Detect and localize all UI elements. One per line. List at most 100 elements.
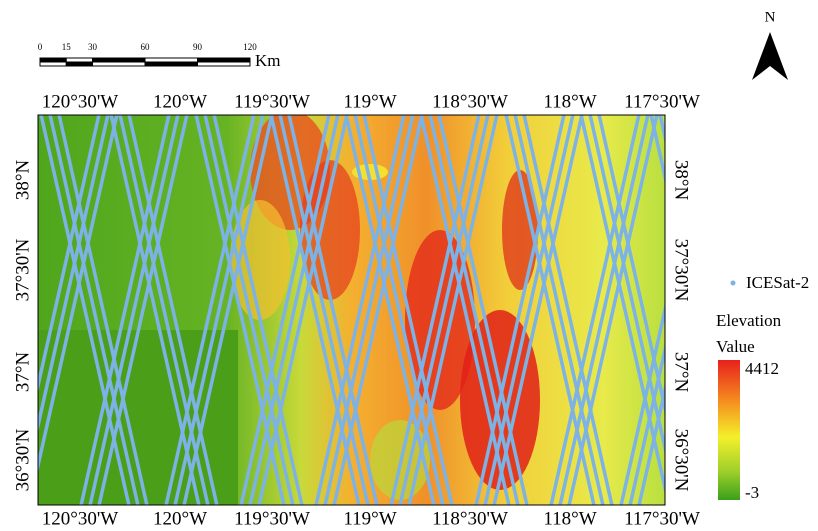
lon-label-top: 120°W: [153, 91, 207, 112]
track: [362, 115, 454, 505]
track: [558, 115, 650, 505]
lat-label-left: 36°30'N: [12, 428, 33, 491]
lat-label-right: 38°N: [671, 160, 692, 201]
scale-tick-label: 15: [62, 42, 72, 52]
track: [323, 115, 415, 505]
track: [38, 115, 101, 394]
track: [398, 115, 490, 505]
color-bar: [718, 360, 740, 500]
scale-segment: [197, 57, 251, 63]
lat-label-right: 36°30'N: [671, 429, 692, 492]
lat-label-left: 37°30'N: [12, 238, 33, 301]
legend-min: -3: [745, 483, 759, 502]
track: [127, 115, 219, 505]
track: [628, 342, 665, 505]
lon-label-top: 119°30'W: [234, 91, 310, 112]
north-arrow: [752, 32, 788, 80]
lon-label-top: 120°30'W: [42, 91, 119, 112]
lon-label-bottom: 117°30'W: [624, 508, 700, 529]
track: [407, 115, 499, 505]
track: [182, 115, 274, 505]
track: [239, 115, 331, 505]
scale-segment: [144, 57, 198, 63]
lon-label-top: 118°W: [543, 91, 596, 112]
track: [269, 115, 361, 505]
lon-label-bottom: 118°W: [543, 508, 596, 529]
north-label: N: [765, 9, 776, 25]
track: [212, 115, 304, 505]
scale-tick-label: 30: [88, 42, 98, 52]
legend-title: Elevation Value: [716, 311, 782, 356]
track: [314, 115, 406, 505]
lon-label-top: 119°W: [343, 91, 396, 112]
track: [428, 115, 520, 505]
lon-label-bottom: 118°30'W: [432, 508, 508, 529]
track: [248, 115, 340, 505]
legend-track-symbol: [730, 280, 736, 286]
track: [109, 115, 201, 505]
track: [504, 115, 596, 505]
track: [588, 115, 665, 456]
track: [257, 115, 349, 505]
track: [474, 115, 566, 505]
scale-segment: [39, 57, 67, 63]
scale-tick-label: 90: [193, 42, 203, 52]
track: [353, 115, 445, 505]
track: [278, 115, 370, 505]
track: [38, 115, 119, 474]
lon-label-bottom: 120°W: [153, 508, 207, 529]
track: [597, 115, 665, 416]
scale-segment: [92, 61, 146, 67]
track: [332, 115, 424, 505]
track: [389, 115, 481, 505]
legend-track-label: ICESat-2: [746, 273, 809, 292]
lon-label-bottom: 119°W: [343, 508, 396, 529]
lat-label-right: 37°30'N: [671, 239, 692, 302]
track: [164, 115, 256, 505]
track: [619, 302, 665, 505]
track: [637, 382, 665, 505]
scale-tick-label: 120: [243, 42, 257, 52]
track: [522, 115, 614, 505]
track: [79, 115, 171, 505]
track: [173, 115, 265, 505]
track: [118, 115, 210, 505]
lon-label-top: 117°30'W: [624, 91, 700, 112]
track: [549, 115, 641, 505]
track: [287, 115, 379, 505]
track: [39, 115, 131, 505]
scale-segment: [65, 61, 93, 67]
track: [57, 115, 149, 505]
satellite-tracks: [38, 115, 665, 505]
track: [579, 115, 665, 496]
map-frame: [37, 114, 666, 506]
lat-label-right: 37°N: [671, 352, 692, 393]
scale-unit: Km: [255, 51, 281, 70]
track: [203, 115, 295, 505]
track: [483, 115, 575, 505]
lat-label-left: 38°N: [12, 160, 33, 201]
scale-tick-label: 60: [141, 42, 151, 52]
track: [419, 115, 511, 505]
lon-label-bottom: 120°30'W: [42, 508, 119, 529]
lat-label-left: 37°N: [12, 352, 33, 393]
scale-segment: [39, 61, 67, 67]
track: [194, 115, 286, 505]
track: [513, 115, 605, 505]
scale-segment: [197, 61, 251, 67]
track: [567, 115, 659, 505]
track: [88, 115, 180, 505]
scale-tick-label: 0: [38, 42, 43, 52]
scale-segment: [65, 57, 93, 63]
scale-segment: [92, 57, 146, 63]
track: [437, 115, 529, 505]
track: [492, 115, 584, 505]
elevation-raster: [38, 115, 665, 505]
track: [48, 115, 140, 505]
scale-segment: [144, 61, 198, 67]
track: [344, 115, 436, 505]
lon-label-top: 118°30'W: [432, 91, 508, 112]
